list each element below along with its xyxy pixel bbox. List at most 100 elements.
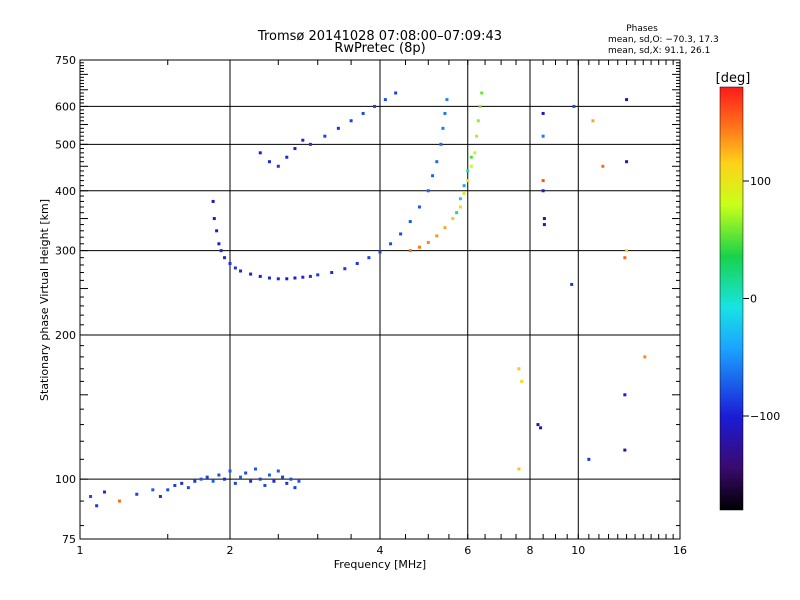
data-point [217, 473, 221, 477]
data-point [158, 494, 162, 498]
data-point [316, 273, 320, 277]
phases-o: mean, sd,O: −70.3, 17.3 [608, 35, 719, 45]
data-point [408, 220, 412, 224]
data-point [293, 486, 297, 490]
data-point [301, 275, 305, 279]
data-point [258, 274, 262, 278]
data-point [458, 197, 462, 201]
data-point [517, 367, 521, 371]
data-point [435, 160, 439, 164]
data-point [253, 467, 257, 471]
y-tick-label: 100 [55, 473, 76, 486]
data-point [542, 217, 546, 221]
data-point [267, 276, 271, 280]
data-point [541, 189, 545, 193]
data-point [542, 223, 546, 227]
chart-title: Tromsø 20141028 07:08:00–07:09:43 [257, 29, 502, 44]
data-point [285, 155, 289, 159]
data-point [417, 245, 421, 249]
data-point [355, 261, 359, 265]
data-point [285, 481, 289, 485]
data-point [323, 134, 327, 138]
data-point [293, 276, 297, 280]
data-point [166, 488, 170, 492]
data-point [473, 151, 477, 155]
data-point [301, 138, 305, 142]
x-tick-label: 6 [464, 544, 471, 557]
chart-subtitle: RwPretec (8p) [334, 41, 425, 56]
data-point [239, 475, 243, 479]
data-point [285, 277, 289, 281]
data-point [480, 91, 484, 95]
data-point [367, 256, 371, 260]
data-point [212, 217, 216, 221]
data-point [625, 249, 629, 253]
data-point [103, 490, 107, 494]
data-point [173, 483, 177, 487]
data-point [186, 486, 190, 490]
data-point [219, 249, 223, 253]
grid [80, 60, 680, 539]
x-tick-label: 4 [377, 544, 384, 557]
data-point [383, 98, 387, 102]
data-point [349, 119, 353, 123]
y-tick-label: 600 [55, 100, 76, 113]
data-point [249, 479, 253, 483]
data-point [272, 479, 276, 483]
data-point [211, 199, 215, 203]
data-point [431, 174, 435, 178]
data-point [289, 477, 293, 481]
data-point [258, 151, 262, 155]
colorbar [719, 86, 744, 511]
data-point [389, 242, 393, 246]
data-point [267, 473, 271, 477]
colorbar-label: [deg] [716, 71, 751, 86]
data-point [541, 111, 545, 115]
data-point [330, 271, 334, 275]
data-point [623, 448, 627, 452]
data-point [443, 111, 447, 115]
data-point [399, 232, 403, 236]
data-point [293, 147, 297, 151]
colorbar-tick-label: 100 [750, 175, 771, 188]
data-point [441, 126, 445, 130]
data-point [343, 267, 347, 271]
data-point [263, 483, 267, 487]
x-tick-label: 8 [527, 544, 534, 557]
y-tick-label: 750 [55, 54, 76, 67]
data-point [211, 479, 215, 483]
data-point [228, 469, 232, 473]
y-tick-label: 400 [55, 185, 76, 198]
y-axis-label: Stationary phase Virtual Height [km] [38, 199, 51, 401]
data-point [228, 261, 232, 265]
data-point [625, 98, 629, 102]
colorbar-ticks: 100 0 −100 [743, 175, 780, 423]
y-tick-label: 75 [62, 533, 76, 546]
x-tick-label: 2 [227, 544, 234, 557]
data-point [417, 205, 421, 209]
data-point [476, 119, 480, 123]
data-point [451, 217, 455, 221]
y-tick-label: 200 [55, 329, 76, 342]
data-point [623, 393, 627, 397]
y-axis-ticks: 75 100 200 300 400 500 600 750 [55, 54, 680, 546]
data-point [276, 469, 280, 473]
data-point [151, 488, 155, 492]
data-point [591, 119, 595, 123]
data-point [643, 355, 647, 359]
data-point [623, 256, 627, 260]
data-point [466, 179, 470, 183]
data-point [426, 240, 430, 244]
x-tick-label: 1 [77, 544, 84, 557]
data-point [394, 91, 398, 95]
data-point [462, 184, 466, 188]
data-point [336, 126, 340, 130]
x-tick-label: 16 [673, 544, 687, 557]
y-tick-label: 500 [55, 138, 76, 151]
data-point [193, 479, 197, 483]
y-tick-label: 300 [55, 245, 76, 258]
data-point [572, 104, 576, 108]
data-point [443, 226, 447, 230]
data-point [117, 499, 121, 503]
colorbar-tick-label: 0 [750, 293, 757, 306]
